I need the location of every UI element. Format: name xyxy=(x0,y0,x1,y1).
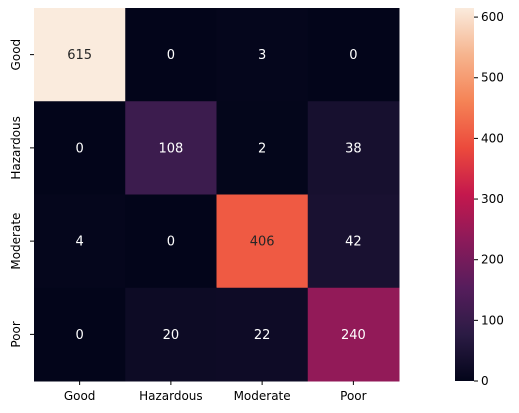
heatmap-cell xyxy=(125,101,217,195)
colorbar-tick-label: 100 xyxy=(481,313,504,327)
y-tick-label: Hazardous xyxy=(9,116,23,180)
heatmap-cell xyxy=(307,8,400,102)
y-tick-label: Good xyxy=(9,39,23,71)
heatmap-cell xyxy=(34,8,126,102)
x-tick-label: Poor xyxy=(340,389,366,403)
colorbar-tick-label: 0 xyxy=(481,374,489,388)
colorbar-tick-label: 200 xyxy=(481,253,504,267)
cell-value-label: 3 xyxy=(258,48,266,63)
heatmap-cell xyxy=(216,101,309,195)
cell-value-label: 615 xyxy=(67,48,92,63)
cell-value-label: 20 xyxy=(163,328,180,343)
heatmap-cell xyxy=(307,287,400,382)
x-axis: Good Hazardous Moderate Poor xyxy=(64,381,367,403)
heatmap-cell xyxy=(34,287,126,382)
y-axis: Good Hazardous Moderate Poor xyxy=(9,39,34,348)
cell-value-label: 0 xyxy=(349,48,357,63)
heatmap-cell xyxy=(307,194,400,289)
x-tick-label: Good xyxy=(64,389,96,403)
cell-value-label: 22 xyxy=(254,328,271,343)
heatmap-cell xyxy=(216,8,309,102)
cell-value-label: 0 xyxy=(75,141,83,156)
heatmap-cell xyxy=(125,194,217,289)
cell-value-label: 0 xyxy=(75,328,83,343)
cell-value-label: 108 xyxy=(158,141,183,156)
heatmap-cells: 615 0 3 0 0 108 2 38 4 0 406 42 0 20 22 240 xyxy=(34,8,400,382)
heatmap-cell xyxy=(125,8,217,102)
heatmap-cell xyxy=(34,194,126,289)
heatmap-cell xyxy=(125,287,217,382)
x-tick-label: Hazardous xyxy=(139,389,203,403)
heatmap-cell xyxy=(216,287,309,382)
heatmap-cell xyxy=(216,194,309,289)
cell-value-label: 42 xyxy=(345,235,362,250)
cell-value-label: 38 xyxy=(345,141,362,156)
cell-value-label: 240 xyxy=(341,328,366,343)
colorbar-tick-label: 400 xyxy=(481,131,504,145)
heatmap-cell xyxy=(34,101,126,195)
y-tick-label: Poor xyxy=(9,321,23,347)
colorbar: 0 100 200 300 400 500 600 xyxy=(455,8,504,388)
cell-value-label: 0 xyxy=(167,235,175,250)
heatmap-cell xyxy=(307,101,400,195)
cell-value-label: 406 xyxy=(250,235,275,250)
colorbar-tick-label: 600 xyxy=(481,10,504,24)
cell-value-label: 0 xyxy=(167,48,175,63)
colorbar-gradient xyxy=(455,8,474,381)
y-tick-label: Moderate xyxy=(9,213,23,270)
cell-value-label: 2 xyxy=(258,141,266,156)
colorbar-tick-label: 300 xyxy=(481,192,504,206)
colorbar-tick-label: 500 xyxy=(481,71,504,85)
cell-value-label: 4 xyxy=(75,235,83,250)
x-tick-label: Moderate xyxy=(234,389,291,403)
